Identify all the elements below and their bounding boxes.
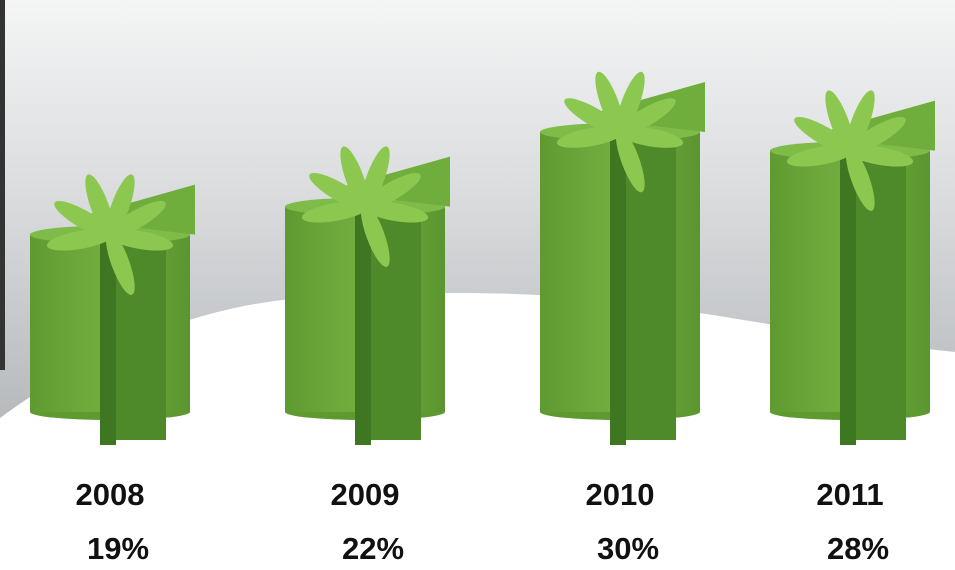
value-label: 28%	[827, 531, 889, 566]
fin	[610, 137, 626, 445]
value-label: 30%	[597, 531, 659, 566]
leaf	[106, 200, 166, 239]
leaf	[106, 229, 174, 251]
leaf	[360, 146, 390, 211]
ground	[0, 292, 955, 570]
leaf	[54, 200, 114, 239]
leaf	[615, 71, 645, 136]
x-tick-label: 2011	[816, 477, 883, 512]
leaf	[616, 98, 676, 136]
leaf	[564, 98, 624, 136]
leaf	[794, 116, 854, 155]
leaf	[309, 172, 369, 211]
leaf	[361, 201, 429, 223]
fin	[100, 239, 116, 445]
edge	[0, 0, 5, 370]
bars	[30, 71, 935, 445]
leaf	[845, 90, 875, 155]
x-tick-label: 2010	[586, 477, 655, 512]
leaf	[846, 116, 906, 155]
leaf	[615, 128, 645, 193]
leaf	[846, 145, 914, 167]
leaf	[105, 174, 135, 239]
leaf	[360, 202, 390, 267]
fin	[840, 155, 856, 445]
fin-side	[854, 160, 906, 440]
leaf	[845, 146, 875, 211]
leaf	[616, 126, 684, 148]
fin	[355, 211, 371, 445]
leaf	[105, 230, 135, 295]
value-label: 19%	[87, 531, 149, 566]
value-label: 22%	[342, 531, 404, 566]
x-tick-label: 2009	[331, 477, 400, 512]
x-tick-label: 2008	[76, 477, 145, 512]
fin-side	[624, 142, 676, 440]
leaf	[361, 172, 421, 211]
